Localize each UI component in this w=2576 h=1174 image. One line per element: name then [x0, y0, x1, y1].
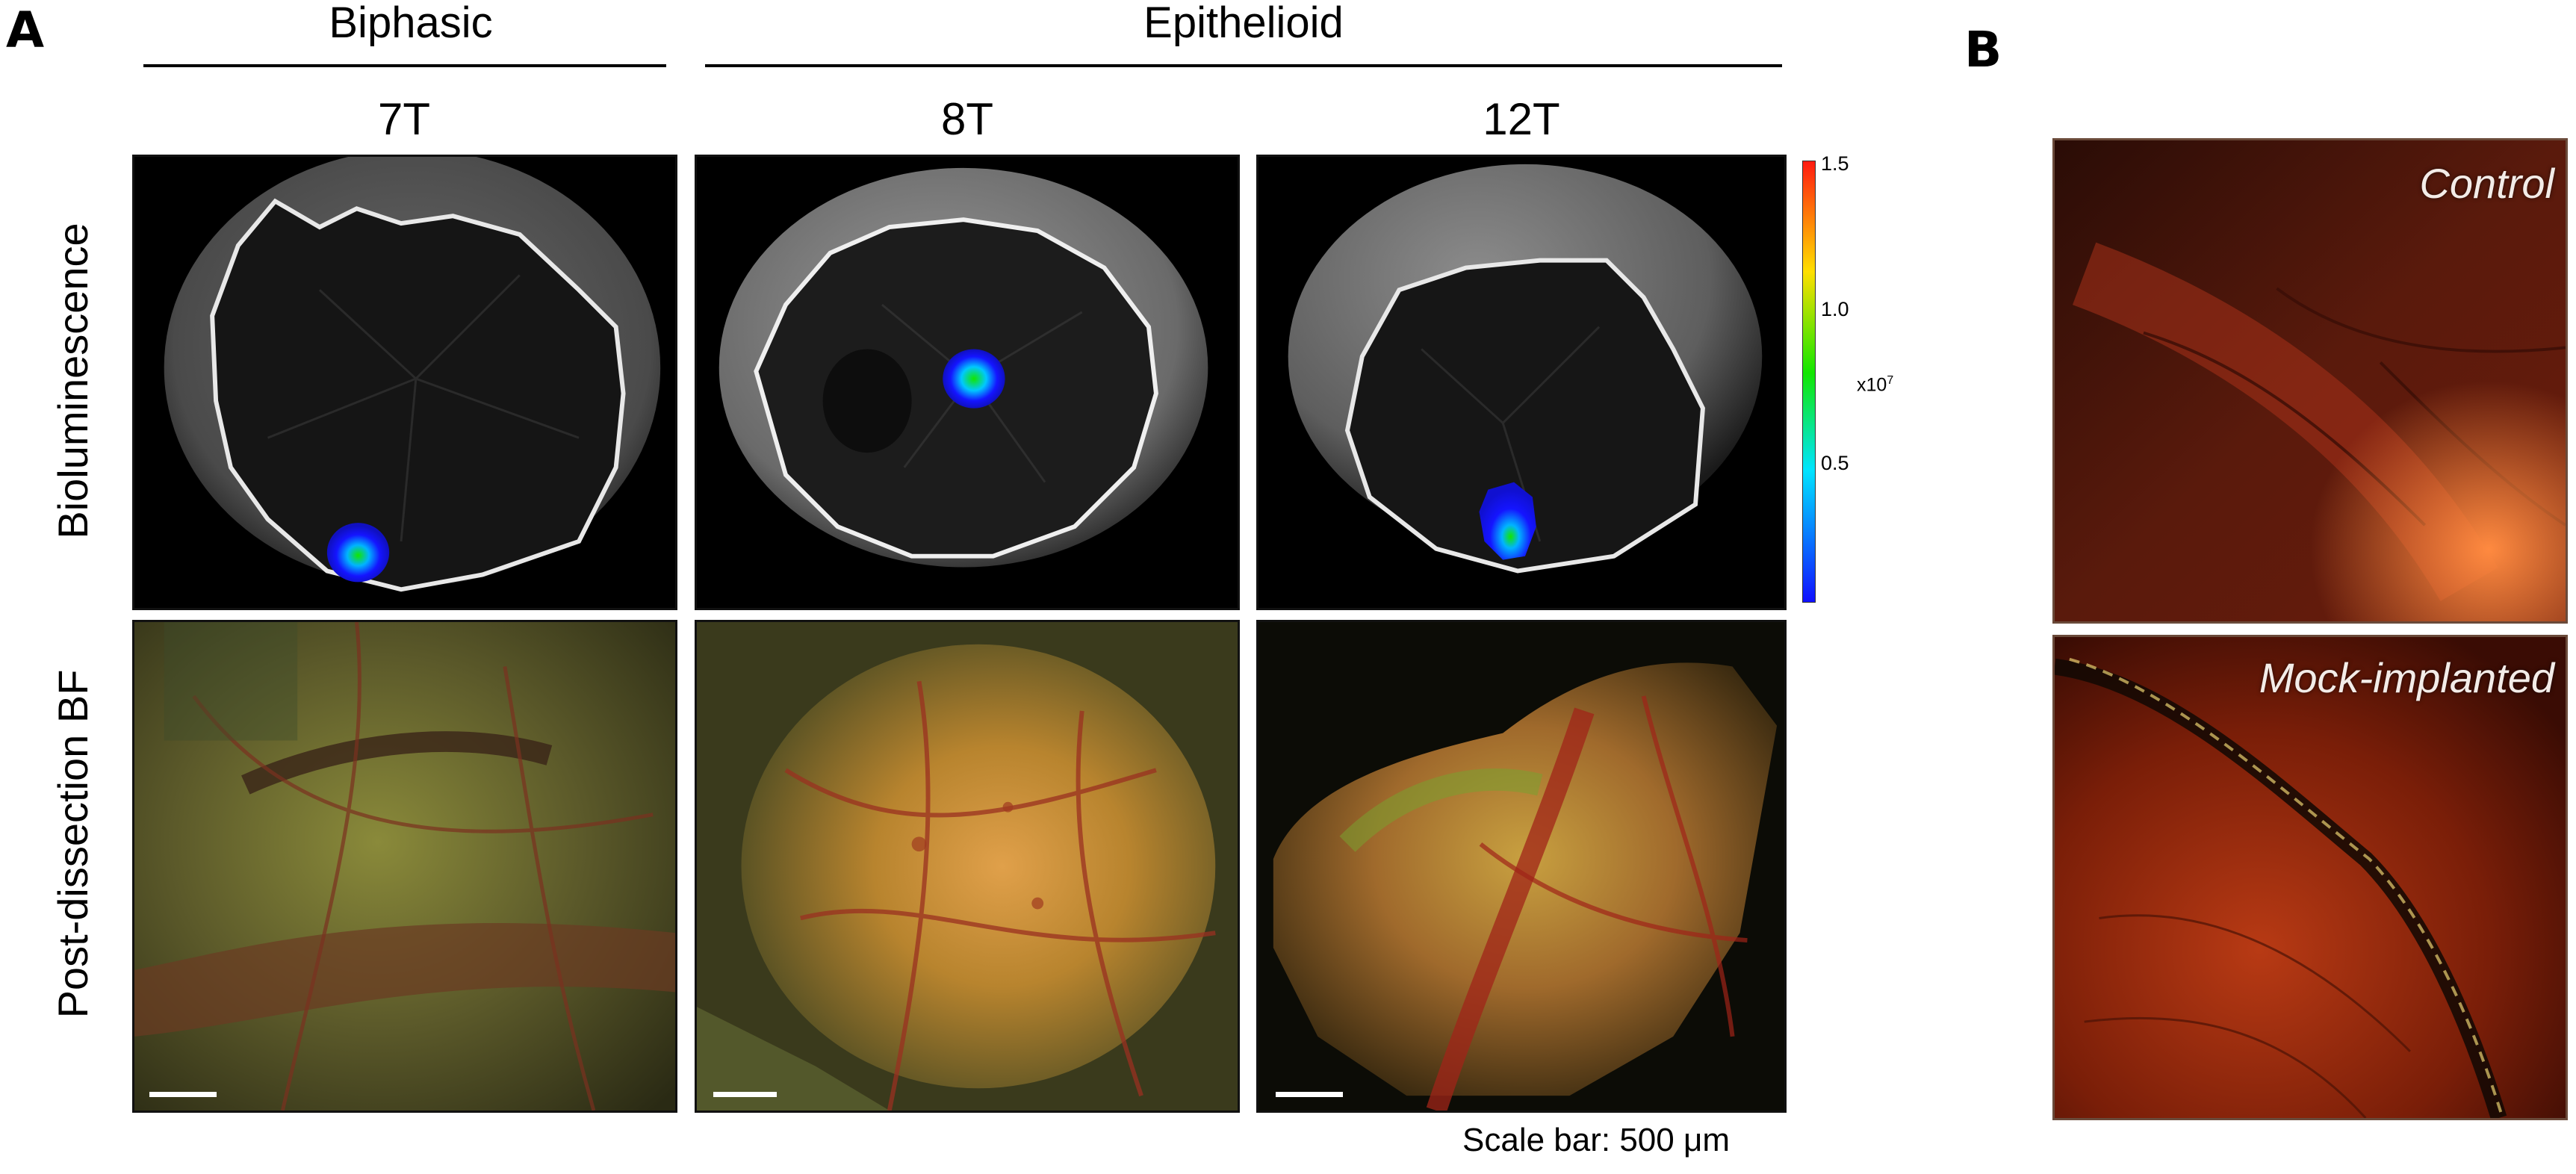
colorbar-unit: x107 — [1857, 375, 1893, 394]
row-label-post-dissection-bf: Post-dissection BF — [49, 669, 96, 1019]
colorbar-tick-0-5: 0.5 — [1821, 452, 1849, 474]
bioluminescence-image-12t — [1256, 155, 1787, 610]
group-rule-biphasic — [143, 64, 666, 67]
brightfield-image-7t — [132, 620, 677, 1113]
scale-bar-8t — [713, 1092, 777, 1097]
column-label-8t: 8T — [940, 94, 994, 144]
mock-implanted-image — [2052, 635, 2568, 1120]
panel-a-letter: A — [6, 1, 45, 59]
panel-b-letter: B — [1964, 21, 2002, 78]
scale-bar-caption: Scale bar: 500 μm — [1462, 1122, 1730, 1158]
mock-implanted-caption: Mock-implanted — [2259, 654, 2554, 701]
colorbar-unit-exponent: 7 — [1887, 374, 1894, 387]
colorbar-unit-base: x10 — [1857, 374, 1887, 396]
scale-bar-7t — [149, 1092, 217, 1097]
colorbar-tick-1-5: 1.5 — [1821, 152, 1849, 175]
bioluminescence-image-8t — [695, 155, 1240, 610]
control-image — [2052, 138, 2568, 624]
bioluminescence-image-7t — [132, 155, 677, 610]
row-label-bioluminescence: Bioluminescence — [49, 223, 96, 539]
group-rule-epithelioid — [705, 64, 1782, 67]
colorbar — [1802, 161, 1816, 603]
colorbar-tick-1-0: 1.0 — [1821, 298, 1849, 320]
column-label-12t: 12T — [1483, 94, 1560, 144]
brightfield-image-8t — [695, 620, 1240, 1113]
brightfield-image-12t — [1256, 620, 1787, 1113]
group-label-biphasic: Biphasic — [329, 0, 493, 47]
control-caption: Control — [2419, 160, 2554, 207]
scale-bar-12t — [1276, 1092, 1343, 1097]
column-label-7t: 7T — [377, 94, 431, 144]
group-label-epithelioid: Epithelioid — [1143, 0, 1344, 47]
